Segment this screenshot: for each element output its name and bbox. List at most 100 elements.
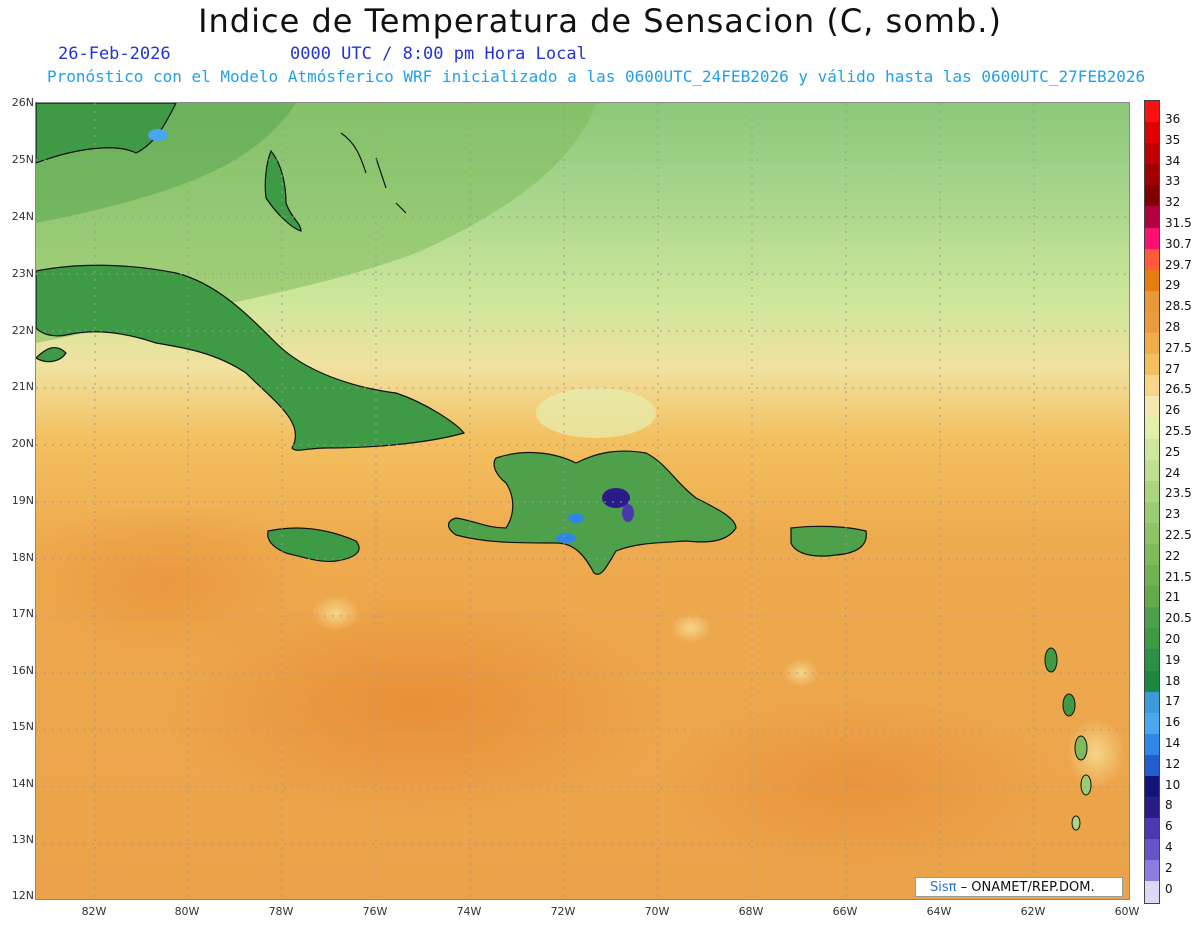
colorbar-swatch	[1145, 860, 1159, 882]
pale-patch	[1066, 718, 1126, 788]
lat-label: 22N	[11, 324, 34, 337]
colorbar-level-label: 16	[1165, 715, 1181, 730]
warm-patch	[656, 693, 1056, 873]
colorbar-level-label: 33	[1165, 174, 1181, 189]
colorbar-level-label: 29.7	[1165, 257, 1192, 272]
lat-label: 14N	[11, 777, 34, 790]
colorbar-swatch	[1145, 185, 1159, 207]
lat-label: 17N	[11, 607, 34, 620]
warm-patch	[156, 583, 676, 823]
colorbar	[1144, 100, 1160, 904]
isla-juventud	[36, 346, 67, 363]
colorbar-level-label: 28.5	[1165, 299, 1192, 314]
colorbar-level-label: 0	[1165, 881, 1173, 896]
colorbar-swatch	[1145, 839, 1159, 861]
lat-label: 19N	[11, 494, 34, 507]
heat-index-map	[35, 102, 1130, 900]
lon-label: 70W	[644, 905, 670, 918]
colorbar-level-label: 10	[1165, 777, 1181, 792]
colorbar-swatch	[1145, 354, 1159, 376]
cuba	[36, 264, 466, 451]
lon-label: 76W	[362, 905, 388, 918]
island-st-vincent	[1071, 815, 1081, 831]
florida	[36, 103, 177, 164]
lat-label: 13N	[11, 833, 34, 846]
colorbar-swatch	[1145, 333, 1159, 355]
colorbar-level-label: 27.5	[1165, 340, 1192, 355]
colorbar-level-label: 17	[1165, 694, 1181, 709]
colorbar-level-label: 27	[1165, 361, 1181, 376]
colorbar-swatch	[1145, 248, 1159, 270]
lon-label: 80W	[174, 905, 200, 918]
colorbar-swatch	[1145, 797, 1159, 819]
colorbar-level-label: 2	[1165, 860, 1173, 875]
colorbar-level-label: 30.7	[1165, 236, 1192, 251]
colorbar-swatch	[1145, 290, 1159, 312]
warm-patch	[36, 503, 316, 663]
colorbar-level-label: 25.5	[1165, 424, 1192, 438]
colorbar-swatch	[1145, 143, 1159, 165]
colorbar-swatch	[1145, 375, 1159, 397]
colorbar-swatch	[1145, 438, 1159, 460]
island-martinique	[1074, 735, 1088, 761]
lat-label: 20N	[11, 437, 34, 450]
lon-label: 72W	[550, 905, 576, 918]
lat-label: 21N	[11, 380, 34, 393]
pale-patch	[671, 613, 711, 643]
model-description: Pronóstico con el Modelo Atmósferico WRF…	[47, 67, 1146, 86]
colorbar-level-label: 19	[1165, 652, 1181, 667]
lon-label: 74W	[456, 905, 482, 918]
lat-label: 24N	[11, 210, 34, 223]
colorbar-swatch	[1145, 565, 1159, 587]
lat-label: 18N	[11, 551, 34, 564]
hispaniola	[447, 450, 737, 575]
lon-label: 62W	[1020, 905, 1046, 918]
colorbar-swatch	[1145, 311, 1159, 334]
forecast-date: 26-Feb-2026	[58, 44, 171, 64]
pale-patch	[536, 388, 656, 438]
colorbar-swatch	[1145, 649, 1159, 671]
colorbar-level-label: 24	[1165, 465, 1181, 480]
colorbar-level-label: 8	[1165, 798, 1173, 813]
cold-spot	[602, 488, 630, 508]
colorbar-swatch	[1145, 691, 1159, 713]
colorbar-level-label: 18	[1165, 673, 1181, 688]
colorbar-swatch	[1145, 543, 1159, 566]
pale-patch	[311, 595, 361, 631]
colorbar-level-label: 35	[1165, 132, 1181, 147]
colorbar-swatch	[1145, 818, 1159, 840]
colorbar-level-label: 23.5	[1165, 486, 1192, 501]
colorbar-swatch	[1145, 480, 1159, 502]
island-guadeloupe	[1044, 647, 1058, 673]
puerto-rico	[790, 525, 867, 557]
bahamas-islands	[340, 132, 407, 214]
colorbar-swatch	[1145, 164, 1159, 186]
map-canvas	[36, 103, 1129, 899]
colorbar-level-label: 22	[1165, 548, 1181, 563]
colorbar-level-label: 29	[1165, 278, 1181, 293]
colorbar-swatch	[1145, 628, 1159, 650]
colorbar-level-label: 36	[1165, 112, 1181, 126]
colorbar-level-label: 14	[1165, 736, 1181, 750]
lon-label: 78W	[268, 905, 294, 918]
cold-spot	[622, 504, 634, 522]
colorbar-swatch	[1145, 522, 1159, 544]
jamaica	[267, 527, 360, 563]
colorbar-swatch	[1145, 122, 1159, 144]
colorbar-swatch	[1145, 776, 1159, 798]
lon-label: 64W	[926, 905, 952, 918]
colorbar-level-label: 21.5	[1165, 569, 1192, 584]
bahamas-andros	[264, 149, 302, 232]
colorbar-level-label: 21	[1165, 590, 1181, 605]
colorbar-swatch	[1145, 396, 1159, 418]
map-title: Indice de Temperatura de Sensacion (C, s…	[198, 2, 1002, 40]
colorbar-swatch	[1145, 754, 1159, 776]
lon-label: 66W	[832, 905, 858, 918]
colorbar-level-label: 26	[1165, 403, 1181, 418]
credit-box: Sisπ – ONAMET/REP.DOM.	[915, 877, 1123, 897]
colorbar-swatch	[1145, 101, 1159, 123]
forecast-time: 0000 UTC / 8:00 pm Hora Local	[290, 44, 587, 64]
island-st-lucia	[1080, 774, 1092, 796]
gridlines	[36, 103, 1129, 899]
pale-patch	[783, 659, 819, 687]
